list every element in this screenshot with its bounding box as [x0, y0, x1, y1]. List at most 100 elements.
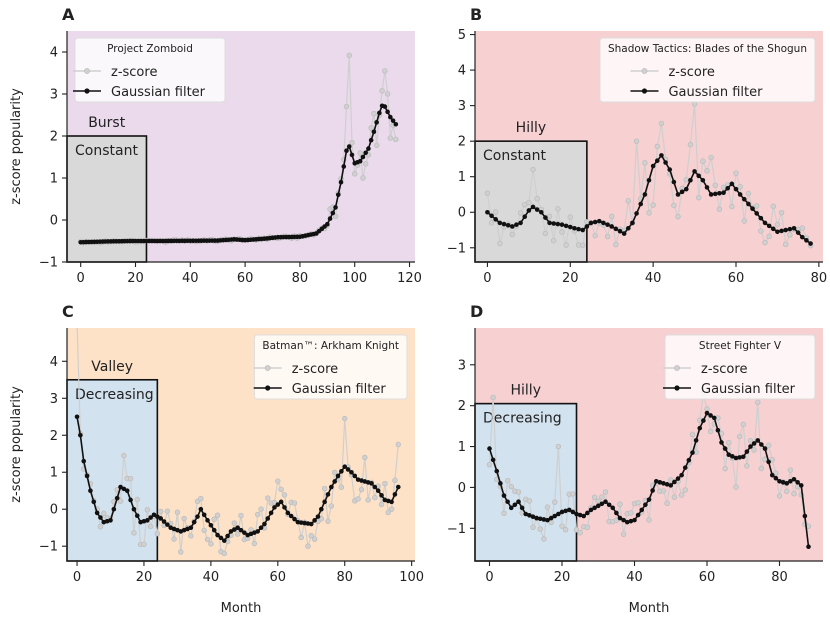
zscore-point [486, 461, 493, 468]
y-tick-label: 1 [458, 440, 466, 455]
zscore-point [508, 483, 514, 490]
zscore-point [97, 524, 104, 530]
gaussian-point [580, 227, 586, 233]
zscore-point [555, 206, 561, 212]
legend-gauss-marker [265, 385, 271, 391]
zscore-point [559, 229, 565, 235]
gaussian-point [603, 499, 608, 505]
gaussian-point [701, 418, 706, 423]
zscore-point [642, 160, 648, 166]
x-tick-label: 20 [127, 271, 144, 286]
zscore-point [530, 166, 536, 173]
zscore-point [154, 530, 161, 537]
gaussian-point [505, 222, 511, 228]
y-tick-label: 5 [458, 28, 466, 43]
gaussian-point [795, 230, 801, 235]
gaussian-point [679, 472, 684, 478]
gaussian-point [393, 121, 399, 127]
gaussian-point [696, 173, 702, 179]
gaussian-point [498, 481, 503, 486]
gaussian-point [726, 452, 732, 458]
gaussian-point [371, 129, 377, 135]
gaussian-point [614, 510, 619, 516]
gaussian-point [588, 507, 594, 513]
gaussian-point [352, 473, 358, 479]
gaussian-point [305, 521, 311, 526]
zscore-point [609, 213, 615, 220]
gaussian-point [609, 224, 615, 229]
y-tick-label: −1 [39, 256, 58, 271]
gaussian-point [392, 492, 398, 497]
zscore-point [620, 531, 627, 537]
gaussian-point [708, 192, 714, 197]
zscore-point [198, 495, 204, 502]
gaussian-point [205, 518, 210, 523]
gaussian-point [514, 222, 519, 227]
zscore-point [517, 210, 524, 216]
gaussian-point [744, 449, 750, 454]
gaussian-point [630, 220, 635, 226]
zscore-point [343, 103, 350, 110]
zscore-point [127, 476, 134, 482]
zscore-point [131, 530, 137, 536]
gaussian-point [325, 492, 331, 497]
zscore-point [201, 527, 207, 534]
gaussian-point [596, 218, 602, 224]
zscore-point [515, 489, 522, 495]
gaussian-point [755, 438, 761, 443]
zscore-point [157, 508, 164, 515]
zscore-point [745, 190, 752, 197]
gaussian-point [708, 413, 713, 418]
gaussian-point [595, 503, 601, 509]
gaussian-point [791, 225, 797, 231]
gaussian-point [556, 511, 561, 517]
gaussian-point [385, 109, 390, 115]
series-group [78, 52, 399, 246]
gaussian-point [195, 514, 200, 519]
gaussian-point [806, 544, 811, 549]
zscore-point [784, 488, 790, 495]
zscore-point [251, 540, 258, 547]
gaussian-point [675, 476, 681, 481]
gaussian-point [545, 517, 550, 523]
gaussian-point [672, 479, 677, 485]
x-tick-label: 20 [562, 271, 579, 286]
zscore-point [675, 213, 681, 220]
gaussian-point [341, 164, 347, 169]
x-axis-label: Month [629, 601, 670, 616]
zscore-point [497, 240, 503, 247]
gaussian-point [799, 234, 805, 240]
zscore-point [342, 415, 348, 422]
zscore-point [349, 139, 355, 146]
zscore-point [650, 202, 656, 208]
gaussian-point [333, 205, 338, 210]
zscore-point [325, 518, 331, 524]
y-tick-label: 0 [458, 206, 466, 221]
gaussian-point [395, 484, 401, 490]
gaussian-point [750, 206, 755, 211]
gaussian-point [330, 210, 336, 216]
zscore-point [308, 532, 314, 539]
gaussian-point [697, 425, 703, 431]
gaussian-point [599, 501, 605, 507]
zscore-point [633, 138, 640, 144]
zscore-point [346, 52, 352, 59]
zscore-point [602, 489, 609, 495]
box-trend-label: Constant [483, 148, 546, 164]
gaussian-point [733, 186, 739, 192]
gaussian-point [487, 446, 492, 451]
gaussian-point [118, 484, 123, 490]
gaussian-point [288, 513, 294, 519]
zscore-point [318, 516, 325, 522]
legend: Shadow Tactics: Blades of the Shogun z-sc… [599, 37, 816, 103]
zscore-point [522, 201, 528, 208]
gaussian-point [574, 511, 579, 517]
zscore-point [238, 512, 244, 519]
gaussian-point [563, 223, 569, 229]
zscore-point [708, 154, 714, 161]
box-trend-label: Decreasing [75, 387, 154, 403]
zscore-point [234, 531, 241, 537]
gaussian-point [538, 209, 544, 215]
legend-zscore-marker [641, 68, 648, 74]
x-tick-label: 0 [77, 271, 85, 286]
